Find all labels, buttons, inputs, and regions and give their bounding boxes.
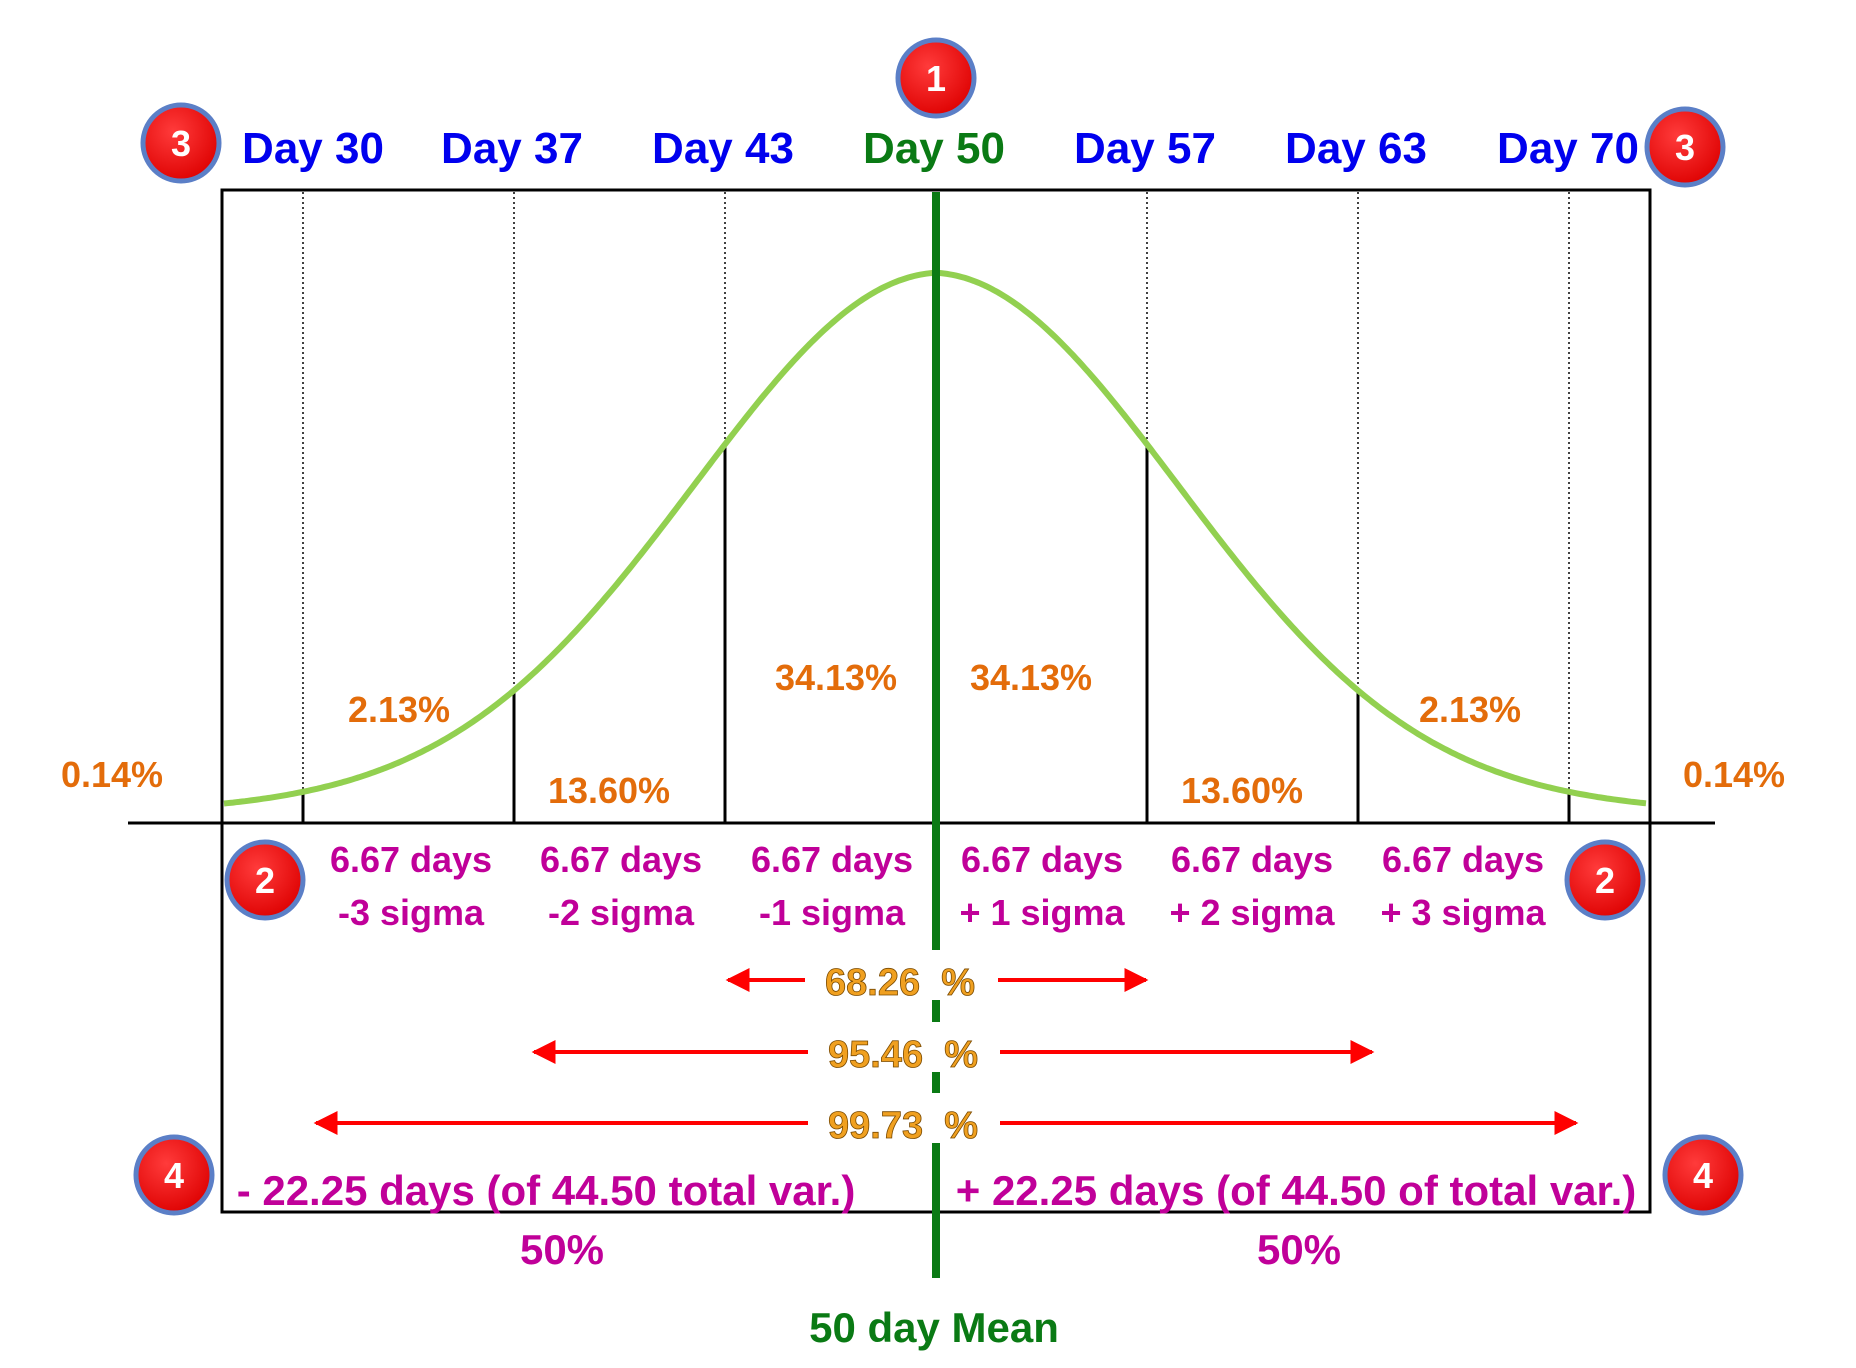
badge-3-right: 3: [1644, 106, 1726, 188]
svg-text:2: 2: [1595, 860, 1615, 901]
sigma-bands: 6.67 days -3 sigma 6.67 days -2 sigma 6.…: [330, 839, 1547, 933]
sigma-band-name: + 2 sigma: [1169, 892, 1335, 933]
percent-tail-left: 0.14%: [61, 754, 163, 795]
sigma-band-days: 6.67 days: [330, 839, 492, 880]
sigma-band-days: 6.67 days: [540, 839, 702, 880]
badge-1: 1: [895, 37, 977, 119]
day-label-57: Day 57: [1074, 124, 1216, 173]
percent-2sigma-left: 13.60%: [548, 770, 670, 811]
sigma-band-days: 6.67 days: [961, 839, 1123, 880]
division-ticks: [301, 444, 1571, 823]
day-label-50: Day 50: [863, 124, 1005, 173]
range-labels: 68.26 % 95.46 % 99.73 %: [815, 950, 993, 1147]
variance-left: - 22.25 days (of 44.50 total var.): [237, 1167, 856, 1214]
day-label-30: Day 30: [242, 124, 384, 173]
sigma-band-name: -3 sigma: [338, 892, 485, 933]
percent-3sigma-right: 2.13%: [1419, 689, 1521, 730]
svg-text:3: 3: [171, 123, 191, 164]
badge-2-left: 2: [224, 839, 306, 921]
segment-percents: 0.14% 2.13% 13.60% 34.13% 34.13% 13.60% …: [61, 657, 1785, 811]
range-label-95: 95.46 %: [828, 1034, 978, 1076]
svg-text:4: 4: [164, 1155, 184, 1196]
range-arrows: [313, 968, 1579, 1135]
percent-tail-right: 0.14%: [1683, 754, 1785, 795]
mean-caption: 50 day Mean: [809, 1304, 1059, 1351]
variance-right: + 22.25 days (of 44.50 of total var.): [956, 1167, 1636, 1214]
day-label-63: Day 63: [1285, 124, 1427, 173]
sigma-band-name: -1 sigma: [759, 892, 906, 933]
numbered-badges: 1 3 3 2 2 4 4: [133, 37, 1744, 1216]
sigma-band-name: + 1 sigma: [959, 892, 1125, 933]
svg-text:1: 1: [926, 58, 946, 99]
half-right: 50%: [1257, 1226, 1341, 1273]
percent-3sigma-left: 2.13%: [348, 689, 450, 730]
range-label-99: 99.73 %: [828, 1105, 978, 1147]
day-label-43: Day 43: [652, 124, 794, 173]
badge-4-left: 4: [133, 1134, 215, 1216]
percent-2sigma-right: 13.60%: [1181, 770, 1303, 811]
day-label-37: Day 37: [441, 124, 583, 173]
svg-text:3: 3: [1675, 127, 1695, 168]
badge-2-right: 2: [1564, 839, 1646, 921]
variance-labels: - 22.25 days (of 44.50 total var.) + 22.…: [237, 1167, 1637, 1273]
range-label-68: 68.26 %: [825, 962, 975, 1004]
half-left: 50%: [520, 1226, 604, 1273]
sigma-band-name: + 3 sigma: [1380, 892, 1546, 933]
sigma-band-name: -2 sigma: [548, 892, 695, 933]
sigma-band-days: 6.67 days: [1171, 839, 1333, 880]
badge-3-left: 3: [140, 102, 222, 184]
day-labels: Day 30 Day 37 Day 43 Day 50 Day 57 Day 6…: [242, 124, 1639, 173]
svg-text:2: 2: [255, 860, 275, 901]
svg-text:4: 4: [1693, 1155, 1713, 1196]
badge-4-right: 4: [1662, 1134, 1744, 1216]
percent-1sigma-left: 34.13%: [775, 657, 897, 698]
day-label-70: Day 70: [1497, 124, 1639, 173]
percent-1sigma-right: 34.13%: [970, 657, 1092, 698]
sigma-band-days: 6.67 days: [1382, 839, 1544, 880]
dotted-guides: [302, 192, 1570, 792]
sigma-band-days: 6.67 days: [751, 839, 913, 880]
